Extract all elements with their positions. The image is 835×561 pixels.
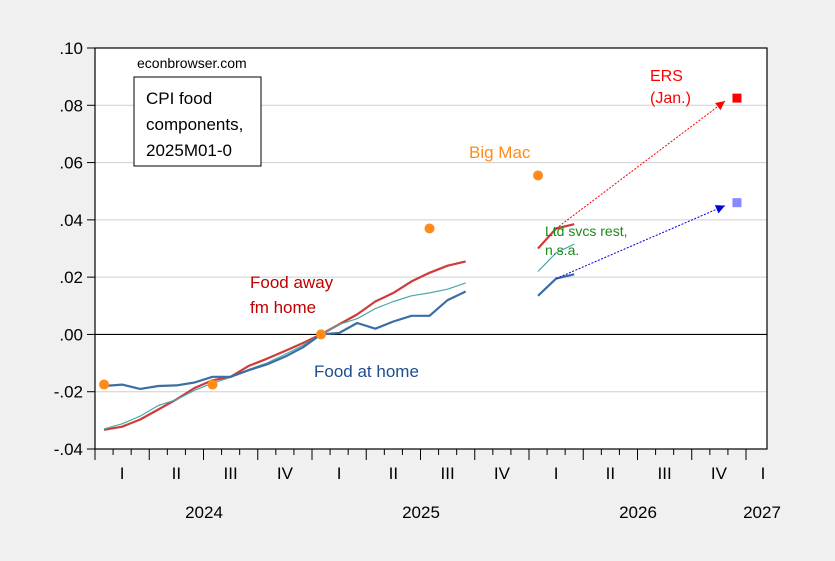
forecast-line (555, 100, 726, 229)
title-line-3: 2025M01-0 (146, 141, 232, 160)
x-quarter-label: III (441, 464, 455, 483)
x-year-label: 2026 (619, 503, 657, 522)
series-line-food-at-home (103, 290, 467, 390)
y-tick-label: .08 (59, 96, 83, 115)
source-label: econbrowser.com (137, 55, 247, 71)
series-line-ltd-svcs-rest-n-s-a- (103, 282, 466, 430)
plot-frame (94, 47, 768, 450)
title-line-2: components, (146, 115, 243, 134)
series-group (103, 223, 575, 431)
annotation-food-at-home: Food at home (314, 362, 419, 381)
x-quarter-label: IV (494, 464, 511, 483)
annotation-food-away-2: fm home (250, 298, 316, 317)
series-line-food-at-home (537, 273, 575, 297)
y-tick-label: .10 (59, 39, 83, 58)
markers-group (99, 93, 742, 390)
series-line-ltd-svcs-rest-n-s-a- (537, 243, 575, 272)
x-quarter-label: II (606, 464, 615, 483)
y-axis: .10 .08 .06 .04 .02 .00 -.02 -.04 (54, 39, 95, 459)
x-quarter-label: IV (711, 464, 728, 483)
x-quarter-label: II (389, 464, 398, 483)
x-quarter-label: III (658, 464, 672, 483)
y-tick-label: .00 (59, 325, 83, 344)
title-line-1: CPI food (146, 89, 212, 108)
forecast-marker (732, 198, 742, 208)
x-quarter-label: I (761, 464, 766, 483)
x-year-label: 2025 (402, 503, 440, 522)
big-mac-point (533, 170, 544, 181)
x-quarter-label: II (172, 464, 181, 483)
big-mac-point (316, 329, 327, 340)
annotation-big-mac: Big Mac (469, 143, 531, 162)
x-quarter-label: I (120, 464, 125, 483)
x-quarter-label: I (554, 464, 559, 483)
forecast-line (555, 205, 726, 280)
series-line-food-away-fm-home (103, 260, 466, 431)
annotation-ltd-svcs-2: n.s.a. (545, 242, 579, 258)
x-year-label: 2024 (185, 503, 223, 522)
annotation-ers-1: ERS (650, 68, 683, 85)
x-quarter-label: III (224, 464, 238, 483)
annotation-food-away-1: Food away (250, 273, 334, 292)
x-quarter-label: I (337, 464, 342, 483)
y-tick-label: -.04 (54, 440, 83, 459)
y-tick-label: .06 (59, 154, 83, 173)
big-mac-point (207, 379, 218, 390)
annotation-ers-2: (Jan.) (650, 90, 691, 107)
y-tick-label: -.02 (54, 383, 83, 402)
arrowhead-icon (714, 205, 725, 214)
big-mac-point (424, 223, 435, 234)
series-line-food-away-fm-home (537, 223, 575, 250)
y-tick-label: .02 (59, 268, 83, 287)
forecast-marker (732, 93, 742, 103)
annotation-ltd-svcs-1: Ltd svcs rest, (545, 223, 627, 239)
y-tick-label: .04 (59, 211, 83, 230)
x-year-label: 2027 (743, 503, 781, 522)
big-mac-point (99, 379, 110, 390)
x-quarter-label: IV (277, 464, 294, 483)
title-box (133, 76, 262, 167)
arrowhead-icon (715, 101, 725, 111)
